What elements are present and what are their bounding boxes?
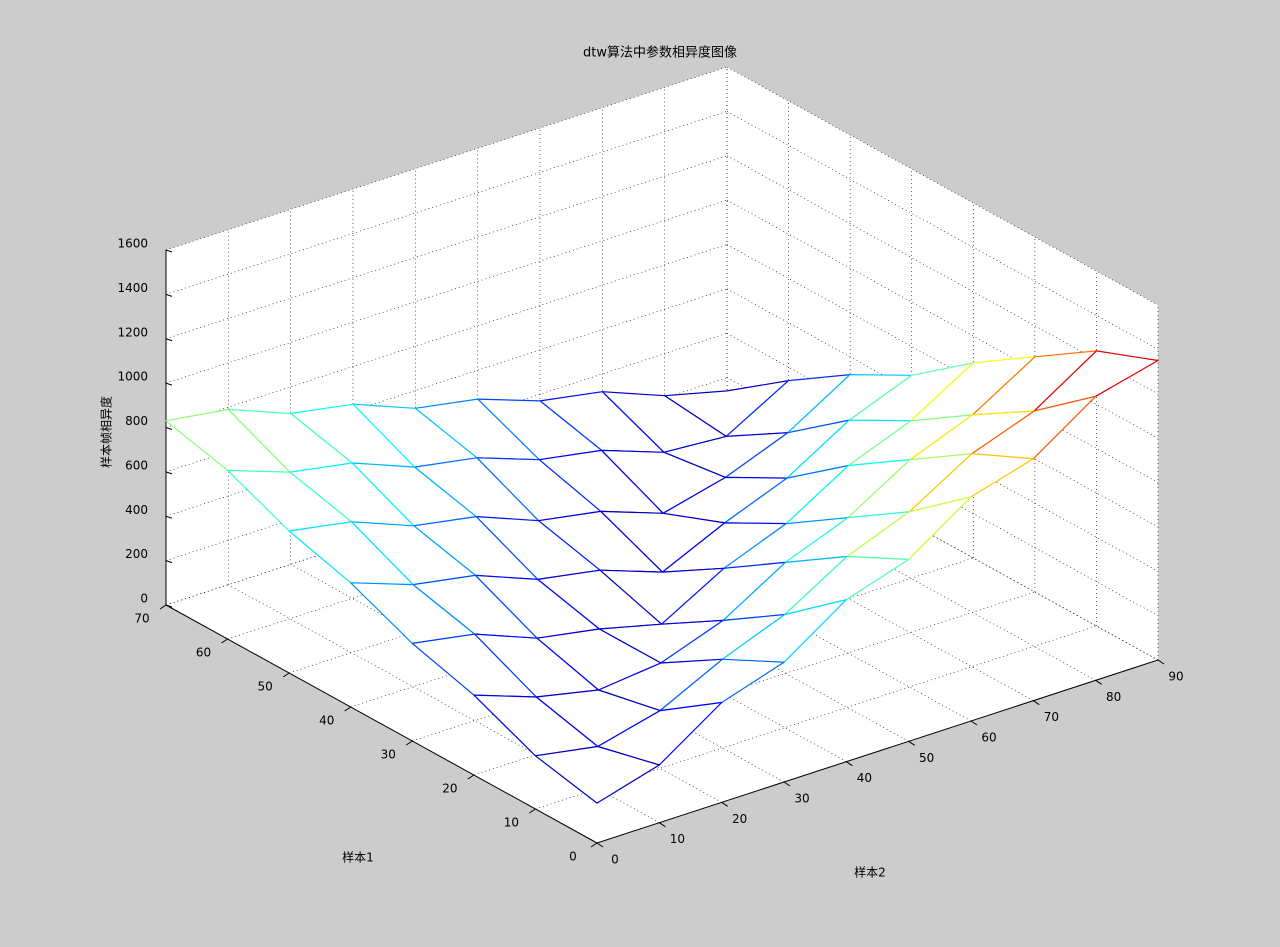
y-tick-label: 0	[569, 850, 577, 864]
y-tick-label: 50	[258, 680, 273, 694]
back-right-pane	[727, 67, 1158, 660]
y-tick-mark	[529, 808, 536, 814]
x-tick-mark	[846, 761, 853, 767]
chart-title: dtw算法中参数相异度图像	[583, 45, 737, 61]
y-tick-mark	[467, 774, 475, 780]
z-tick-mark	[165, 427, 173, 430]
y-tick-label: 20	[442, 782, 457, 796]
x-tick-mark	[908, 740, 915, 746]
z-tick-label: 1400	[117, 281, 148, 295]
z-tick-mark	[165, 560, 173, 564]
y-tick-mark	[590, 842, 598, 848]
y-tick-mark	[221, 638, 228, 644]
z-tick-mark	[165, 382, 173, 386]
x-tick-label: 10	[670, 832, 685, 846]
z-tick-label: 1600	[117, 237, 148, 251]
z-tick-mark	[165, 515, 173, 519]
y-axis-label: 样本1	[342, 850, 374, 865]
x-tick-label: 30	[794, 792, 809, 806]
y-tick-mark	[159, 604, 167, 610]
y-tick-label: 70	[134, 612, 149, 626]
x-tick-mark	[970, 720, 978, 726]
x-axis-label: 样本2	[854, 865, 886, 880]
y-axis-line	[165, 604, 598, 844]
x-tick-label: 80	[1106, 690, 1121, 704]
x-tick-mark	[721, 801, 728, 807]
x-tick-label: 90	[1168, 670, 1183, 684]
z-tick-mark	[165, 338, 173, 342]
y-tick-label: 60	[196, 646, 211, 660]
z-tick-label: 600	[125, 458, 148, 472]
x-tick-label: 50	[919, 751, 934, 765]
z-tick-mark	[165, 293, 173, 297]
x-tick-mark	[1157, 659, 1165, 665]
x-tick-mark	[659, 822, 666, 828]
z-tick-label: 800	[125, 414, 148, 428]
x-axis-line	[596, 659, 1159, 844]
z-tick-label: 1200	[117, 325, 148, 339]
z-tick-label: 400	[125, 503, 148, 517]
x-tick-mark	[1033, 700, 1040, 706]
y-tick-mark	[344, 706, 351, 712]
y-tick-label: 40	[319, 714, 334, 728]
y-tick-label: 30	[381, 748, 396, 762]
z-tick-mark	[165, 471, 173, 475]
y-tick-label: 10	[504, 816, 519, 830]
x-tick-label: 40	[857, 771, 872, 785]
x-tick-mark	[596, 842, 604, 848]
z-axis-label: 样本帧相异度	[99, 396, 114, 468]
x-tick-label: 60	[981, 731, 996, 745]
x-tick-label: 0	[611, 853, 619, 867]
x-tick-mark	[1095, 679, 1102, 685]
x-tick-label: 20	[732, 812, 747, 826]
y-tick-mark	[406, 740, 413, 746]
z-tick-label: 0	[140, 592, 148, 606]
z-tick-label: 200	[125, 547, 148, 561]
y-tick-mark	[282, 672, 290, 678]
x-tick-label: 70	[1044, 710, 1059, 724]
z-tick-mark	[165, 249, 173, 253]
x-tick-mark	[783, 781, 791, 787]
z-tick-label: 1000	[117, 370, 148, 384]
mesh-cell	[534, 745, 660, 804]
